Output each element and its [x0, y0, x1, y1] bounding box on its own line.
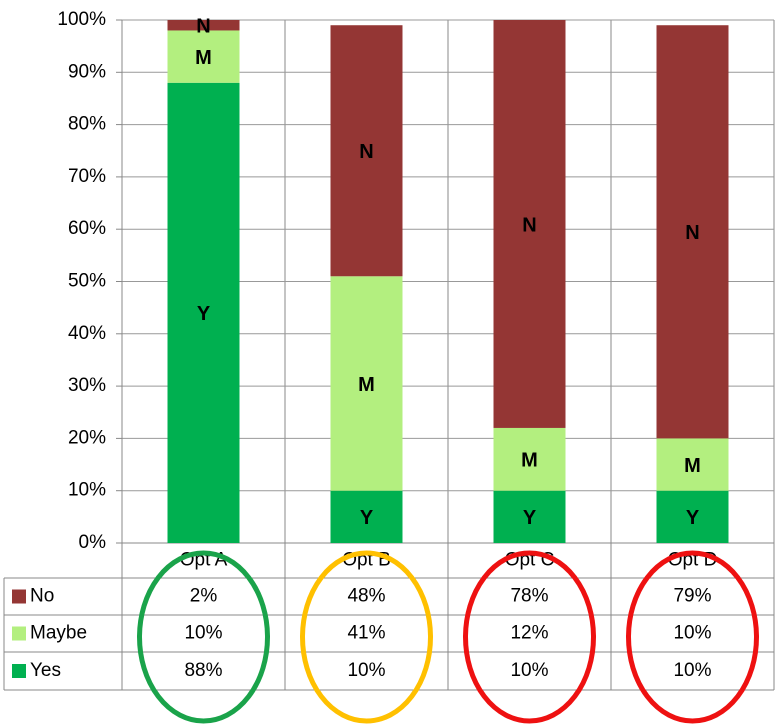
bar-segment [493, 20, 566, 428]
table-value: 2% [190, 586, 218, 607]
table-value: 88% [184, 660, 222, 681]
segment-label: Y [686, 507, 700, 529]
y-tick-label: 40% [68, 323, 106, 344]
y-tick-label: 0% [79, 532, 107, 553]
bar-segment [330, 490, 403, 543]
segment-label: M [195, 47, 212, 69]
y-tick-label: 90% [68, 61, 106, 82]
bar-segment [167, 30, 240, 83]
y-tick-label: 60% [68, 218, 106, 239]
table-value: 10% [347, 660, 385, 681]
table-value: 10% [184, 623, 222, 644]
table-value: 12% [510, 623, 548, 644]
segment-label: Y [197, 303, 211, 325]
y-tick-label: 20% [68, 427, 106, 448]
segment-label: Y [523, 507, 537, 529]
legend-key [12, 664, 26, 678]
highlight-ellipse [137, 550, 270, 724]
y-tick-label: 70% [68, 166, 106, 187]
table-value: 41% [347, 623, 385, 644]
highlight-ellipse [300, 550, 433, 724]
y-tick-label: 100% [57, 9, 106, 30]
segment-label: Y [360, 507, 374, 529]
legend-key [12, 626, 26, 641]
legend-label: No [30, 586, 54, 607]
bar-segment [330, 276, 403, 491]
legend-label: Maybe [30, 623, 87, 644]
bar-segment [656, 438, 729, 491]
legend-label: Yes [30, 660, 61, 681]
bar-segment [493, 490, 566, 543]
bar-segment [167, 82, 240, 543]
y-tick-label: 10% [68, 480, 106, 501]
segment-label: M [684, 455, 701, 477]
bar-segment [656, 25, 729, 439]
table-value: 10% [673, 623, 711, 644]
y-tick-label: 50% [68, 271, 106, 292]
table-value: 79% [673, 586, 711, 607]
y-tick-label: 30% [68, 375, 106, 396]
highlight-ellipse [463, 550, 596, 724]
table-value: 78% [510, 586, 548, 607]
segment-label: N [522, 214, 536, 236]
segment-label: N [196, 16, 210, 38]
highlight-ellipse [626, 550, 759, 724]
table-value: 10% [673, 660, 711, 681]
bar-segment [656, 490, 729, 543]
table-value: 10% [510, 660, 548, 681]
table-value: 48% [347, 586, 385, 607]
y-tick-label: 80% [68, 114, 106, 135]
segment-label: N [359, 141, 373, 163]
segment-label: M [521, 450, 538, 472]
segment-label: M [358, 374, 375, 396]
bar-segment [330, 25, 403, 277]
legend-key [12, 589, 26, 604]
segment-label: N [685, 222, 699, 244]
bar-segment [167, 20, 240, 31]
bar-segment [493, 427, 566, 491]
